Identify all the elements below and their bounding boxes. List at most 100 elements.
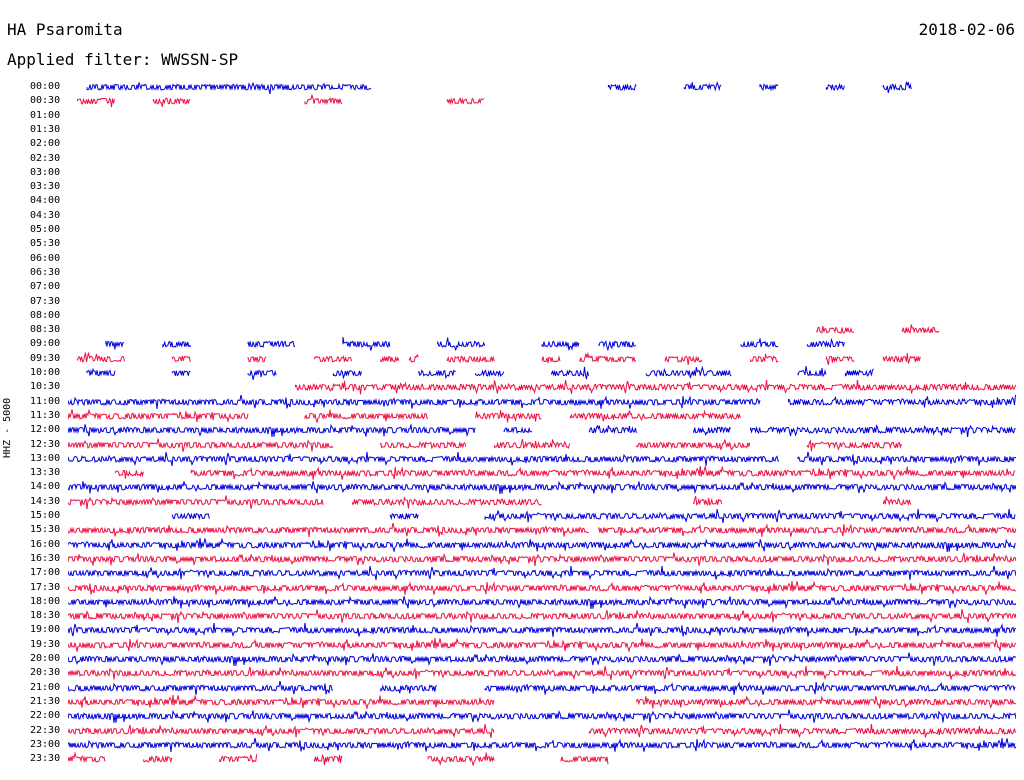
trace-svg [68, 552, 1016, 567]
trace-svg [68, 580, 1016, 595]
trace-segment [683, 81, 722, 92]
row-time-label: 22:30 [30, 724, 61, 736]
row-time-label: 06:30 [30, 266, 61, 278]
row-time-label: 05:00 [30, 224, 61, 235]
row-time-label: 05:30 [30, 238, 61, 250]
row-time-label: 08:00 [30, 309, 61, 321]
trace-segment [484, 509, 1016, 524]
row-time-label: 03:00 [30, 166, 61, 178]
row-time-label: 20:00 [30, 653, 61, 664]
trace-segment [68, 451, 780, 466]
row-time-label: 15:00 [30, 510, 61, 521]
trace-segment [437, 337, 486, 351]
trace-segment [68, 423, 476, 438]
row-time-label: 14:00 [30, 481, 61, 493]
trace-svg [68, 437, 902, 452]
trace-svg [68, 523, 1016, 538]
trace-segment [68, 552, 1016, 567]
trace-segment [882, 80, 912, 94]
trace-row: 06:00 [0, 252, 1024, 266]
trace-segment [68, 523, 590, 538]
row-time-label: 22:00 [30, 710, 61, 722]
trace-segment [788, 394, 1016, 408]
row-time-label: 11:30 [30, 409, 61, 421]
trace-svg [68, 209, 1016, 223]
row-time-label: 23:00 [30, 738, 61, 750]
trace-segment [68, 709, 1016, 724]
row-time-label: 13:00 [30, 452, 61, 464]
trace-row: 05:00 [0, 223, 1024, 237]
trace-row: 13:30 [0, 466, 1024, 481]
trace-row: 10:30 [0, 380, 1024, 395]
trace-row: 07:00 [0, 280, 1024, 294]
trace-row: 15:30 [0, 523, 1024, 538]
row-time-label: 18:30 [30, 610, 61, 622]
trace-row: 17:30 [0, 580, 1024, 595]
trace-svg [68, 595, 1016, 610]
trace-row: 04:30 [0, 209, 1024, 223]
trace-row: 06:30 [0, 266, 1024, 280]
trace-svg [77, 351, 921, 365]
row-time-label: 04:00 [30, 195, 61, 207]
trace-svg [68, 237, 1016, 251]
trace-svg [77, 94, 485, 108]
trace-row: 16:00 [0, 537, 1024, 552]
trace-svg [68, 309, 1016, 323]
row-time-label: 03:30 [30, 181, 61, 193]
trace-svg [68, 194, 1016, 208]
trace-row: 22:30 [0, 723, 1024, 738]
trace-segment [351, 496, 542, 509]
trace-svg [68, 637, 1016, 652]
trace-svg [68, 166, 1016, 180]
trace-segment [806, 338, 845, 349]
trace-segment [693, 426, 732, 437]
row-time-label: 07:30 [30, 295, 61, 307]
trace-row: 17:00 [0, 566, 1024, 581]
trace-row: 18:30 [0, 609, 1024, 624]
trace-svg [68, 152, 1016, 166]
row-time-label: 16:00 [30, 538, 61, 550]
station-title: HA Psaromita [7, 20, 123, 39]
trace-segment [171, 512, 210, 521]
trace-segment [645, 366, 732, 379]
row-time-label: 12:00 [30, 424, 61, 436]
trace-svg [68, 723, 1016, 738]
trace-row: 03:30 [0, 180, 1024, 194]
trace-row: 20:30 [0, 666, 1024, 681]
trace-segment [86, 81, 372, 95]
trace-segment [68, 666, 1016, 681]
trace-segment [68, 652, 1016, 667]
trace-row: 12:00 [0, 423, 1024, 438]
trace-svg [68, 451, 1016, 466]
trace-segment [68, 480, 1016, 495]
trace-svg [68, 537, 1016, 552]
row-time-label: 09:00 [30, 338, 61, 350]
trace-segment [114, 470, 144, 479]
trace-segment [314, 753, 343, 766]
row-time-label: 13:30 [30, 467, 61, 479]
trace-svg [68, 666, 1016, 681]
trace-segment [588, 723, 1016, 738]
trace-segment [588, 424, 637, 435]
row-time-label: 21:30 [30, 695, 61, 707]
trace-segment [247, 355, 267, 363]
trace-row: 23:30 [0, 752, 1024, 767]
trace-segment [77, 352, 125, 363]
trace-row: 07:30 [0, 295, 1024, 309]
trace-segment [68, 566, 1016, 581]
row-time-label: 18:00 [30, 595, 61, 607]
trace-segment [664, 355, 703, 365]
row-time-label: 04:30 [30, 209, 61, 221]
row-time-label: 20:30 [30, 667, 61, 679]
trace-segment [579, 351, 637, 363]
trace-segment [247, 369, 277, 381]
trace-svg [68, 752, 609, 767]
trace-row: 15:00 [0, 509, 1024, 524]
trace-segment [162, 340, 192, 349]
trace-segment [68, 580, 1016, 595]
trace-row: 13:00 [0, 451, 1024, 466]
row-time-label: 16:30 [30, 552, 61, 564]
trace-segment [143, 755, 173, 764]
trace-segment [68, 595, 1016, 610]
trace-segment [636, 438, 751, 451]
